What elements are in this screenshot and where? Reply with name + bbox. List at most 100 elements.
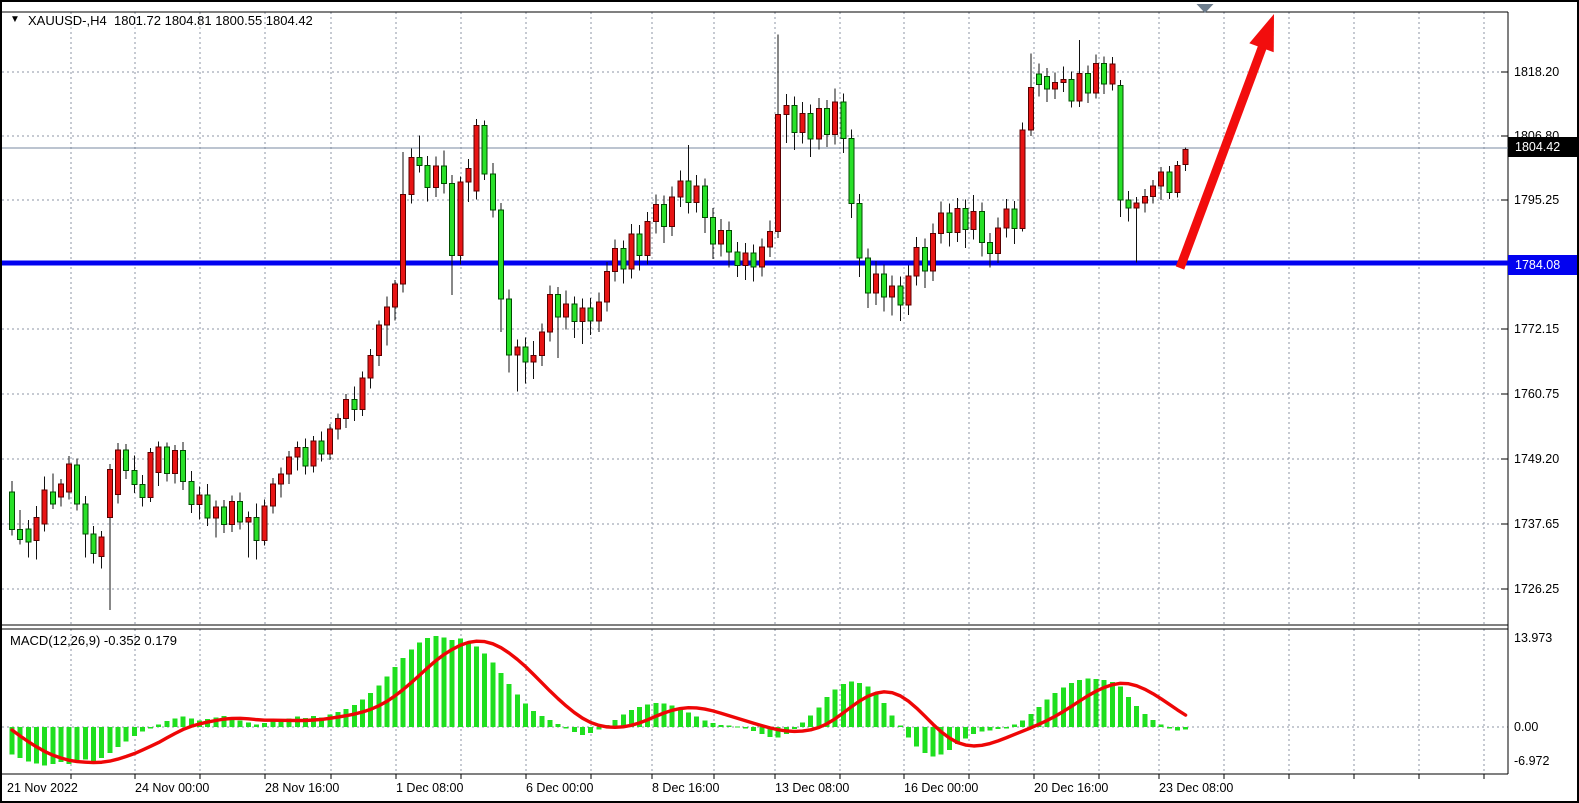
macd-histogram-bar <box>1109 682 1115 727</box>
time-axis-label: 6 Dec 00:00 <box>526 781 594 795</box>
macd-histogram-bar <box>596 727 602 730</box>
candle-bearish <box>555 294 562 318</box>
candle-bullish <box>261 505 268 541</box>
macd-histogram-bar <box>1174 727 1180 731</box>
candle-bearish <box>709 217 716 245</box>
candle-bearish <box>921 246 928 272</box>
price-axis-label: 1772.15 <box>1514 322 1560 336</box>
macd-histogram-bar <box>42 727 48 766</box>
macd-histogram-bar <box>865 686 871 727</box>
candle-bullish <box>465 168 472 183</box>
macd-histogram-bar <box>139 727 145 732</box>
time-axis-label: 13 Dec 08:00 <box>775 781 850 795</box>
price-axis-label: 1806.80 <box>1514 129 1560 143</box>
candle-bullish <box>1133 202 1140 209</box>
candle-bullish <box>799 113 806 134</box>
candle-bullish <box>432 165 439 188</box>
candle-bearish <box>962 208 969 230</box>
candle-bearish <box>571 303 578 323</box>
macd-histogram-bar <box>718 725 724 727</box>
macd-histogram-bar <box>1134 706 1140 727</box>
macd-histogram-bar <box>677 708 683 727</box>
macd-histogram-bar <box>702 720 708 727</box>
candle-bullish <box>408 156 415 196</box>
candle-bearish <box>424 164 431 188</box>
candle-bearish <box>180 449 187 482</box>
candle-bullish <box>628 233 635 270</box>
macd-histogram-bar <box>800 722 806 727</box>
macd-histogram-bar <box>164 721 170 727</box>
chart-shift-marker-icon[interactable] <box>1196 4 1214 13</box>
trend-arrow-head[interactable] <box>1249 14 1274 53</box>
candle-bullish <box>114 449 121 495</box>
macd-histogram-bar <box>922 727 928 753</box>
macd-histogram-bar <box>734 726 740 728</box>
candle-bullish <box>612 248 619 273</box>
candle-bearish <box>74 464 81 505</box>
macd-histogram-bar <box>1142 714 1148 727</box>
macd-axis-label: 13.973 <box>1514 631 1553 645</box>
macd-histogram-bar <box>91 727 96 763</box>
macd-histogram-bar <box>824 697 830 727</box>
candle-bullish <box>603 271 610 303</box>
candle-bullish <box>343 398 350 419</box>
candle-bullish <box>335 417 341 430</box>
candle-bullish <box>905 275 912 306</box>
candle-bearish <box>188 480 195 505</box>
candle-bullish <box>538 331 545 356</box>
symbol-dropdown-icon[interactable]: ▼ <box>10 14 20 25</box>
candle-bullish <box>196 494 203 505</box>
macd-axis-label: -6.972 <box>1514 754 1550 768</box>
candle-bullish <box>212 506 219 519</box>
macd-histogram-bar <box>816 707 822 727</box>
candle-bullish <box>1060 78 1067 84</box>
candle-bullish <box>775 114 782 233</box>
macd-histogram-bar <box>25 727 31 762</box>
macd-histogram-bar <box>425 637 431 727</box>
candle-bullish <box>1052 82 1059 90</box>
candle-bearish <box>302 447 309 467</box>
candle-bullish <box>155 446 162 473</box>
macd-histogram-bar <box>539 715 545 727</box>
macd-histogram-bar <box>1036 706 1042 727</box>
macd-histogram-bar <box>1085 678 1091 727</box>
candle-bullish <box>310 440 317 467</box>
candle-bearish <box>1125 199 1132 209</box>
macd-histogram-bar <box>172 718 178 727</box>
macd-histogram-bar <box>490 662 496 727</box>
macd-histogram-bar <box>465 641 471 727</box>
macd-histogram-bar <box>9 727 15 755</box>
candle-bullish <box>1027 87 1034 131</box>
time-axis-label: 8 Dec 16:00 <box>652 781 720 795</box>
candle-bearish <box>449 182 456 256</box>
candle-bearish <box>506 298 513 356</box>
candle-bullish <box>563 303 570 318</box>
macd-histogram-bar <box>229 717 235 727</box>
macd-histogram-bar <box>417 642 422 727</box>
candle-bearish <box>139 484 146 499</box>
macd-histogram-bar <box>270 721 276 727</box>
macd-histogram-bar <box>759 727 765 735</box>
candle-bullish <box>766 231 773 248</box>
macd-histogram-bar <box>408 649 414 727</box>
candle-bearish <box>131 470 138 486</box>
macd-histogram-bar <box>580 727 585 735</box>
candle-bearish <box>82 503 89 535</box>
candle-bullish <box>1076 73 1083 102</box>
candle-bullish <box>652 204 659 223</box>
macd-histogram-bar <box>808 715 814 727</box>
macd-histogram-bar <box>897 725 903 727</box>
candle-bullish <box>530 354 537 363</box>
candle-bearish <box>9 491 15 531</box>
trend-arrow[interactable] <box>1175 38 1270 270</box>
price-axis-label: 1760.75 <box>1514 387 1560 401</box>
candle-bearish <box>881 273 888 298</box>
macd-histogram-bar <box>449 639 455 727</box>
candle-bearish <box>661 204 667 228</box>
macd-histogram-bar <box>628 710 634 727</box>
macd-histogram-bar <box>262 723 268 727</box>
macd-axis-label: 0.00 <box>1514 720 1539 734</box>
macd-histogram-bar <box>840 684 846 727</box>
